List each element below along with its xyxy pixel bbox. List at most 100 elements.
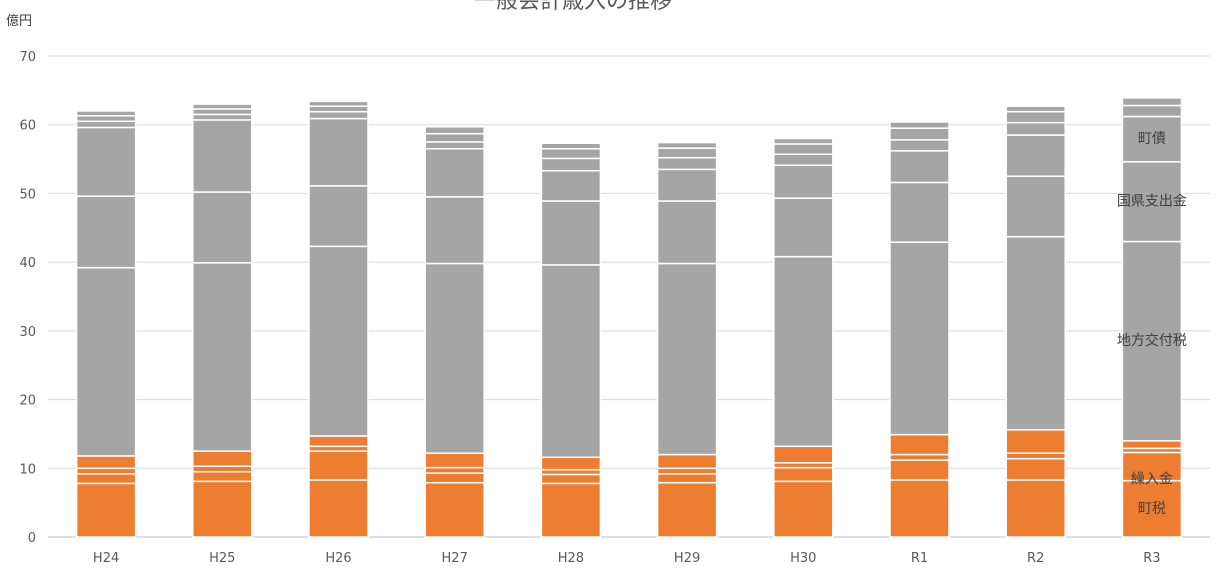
bar-H30-segment-8 [773, 143, 834, 156]
y-axis-ticks: 0 10 20 30 40 50 60 70 [19, 50, 36, 546]
bar-H27-segment-5 [424, 196, 485, 265]
bar-H27-segment-2 [424, 466, 485, 474]
bar-H30-segment-1 [773, 466, 834, 483]
bar-R2-segment-4 [1005, 235, 1066, 431]
bar-H24-segment-7 [75, 120, 137, 129]
bar-H27-segment-8 [424, 132, 485, 143]
bar-H30-segment-6 [773, 164, 834, 199]
bar-H27-segment-4 [424, 262, 485, 454]
y-tick-label-10: 10 [19, 462, 36, 477]
bar-H28-segment-6 [540, 170, 602, 202]
segment-label-3: 国県支出金 [1117, 193, 1187, 209]
y-tick-label-0: 0 [28, 531, 36, 546]
bar-H25-segment-9 [192, 103, 253, 110]
bar-H24-segment-9 [75, 110, 137, 117]
bar-H29-segment-1 [656, 473, 718, 484]
x-tick-label-R2: R2 [1027, 551, 1044, 566]
bar-H28-segment-7 [540, 157, 602, 172]
bar-R3-segment-11 [1121, 104, 1183, 118]
bar-H24-segment-5 [75, 195, 137, 269]
bar-H29-segment-6 [656, 168, 718, 202]
bar-H26-segment-1 [308, 450, 369, 481]
y-tick-label-60: 60 [19, 119, 36, 134]
bar-H30-segment-3 [773, 445, 834, 464]
bar-H30-segment-5 [773, 197, 834, 258]
x-tick-label-H28: H28 [558, 551, 584, 566]
bar-R3-segment-0 [1121, 479, 1183, 538]
x-tick-label-H29: H29 [674, 551, 700, 566]
bar-H30-segment-9 [773, 137, 834, 145]
bar-R2-segment-6 [1005, 134, 1066, 177]
x-tick-label-H26: H26 [325, 551, 351, 566]
bar-R3-segment-3 [1121, 440, 1183, 450]
y-tick-label-70: 70 [19, 50, 36, 65]
bar-R1-segment-0 [889, 479, 950, 538]
segment-label-1: 繰入金 [1131, 472, 1173, 488]
bar-R1-segment-7 [889, 139, 950, 152]
bar-H25-segment-3 [192, 450, 253, 467]
bar-H27-segment-0 [424, 481, 485, 538]
y-tick-label-20: 20 [19, 394, 36, 409]
bar-H29-segment-9 [656, 141, 718, 149]
bar-R3-segment-12 [1121, 97, 1183, 107]
bar-H29-segment-4 [656, 262, 718, 456]
bar-H26-segment-4 [308, 245, 369, 437]
bar-H24-segment-3 [75, 455, 137, 470]
bar-H24-segment-8 [75, 115, 137, 123]
bar-H24-segment-6 [75, 126, 137, 197]
bar-H26-segment-9 [308, 100, 369, 107]
bar-H25-segment-6 [192, 119, 253, 193]
bar-H29-segment-0 [656, 481, 718, 538]
bar-H25-segment-4 [192, 262, 253, 452]
bar-H26-segment-7 [308, 110, 369, 120]
bar-H28-segment-4 [540, 264, 602, 459]
y-axis-unit-label: 億円 [6, 13, 32, 29]
bar-H26-segment-5 [308, 185, 369, 248]
x-axis-ticks: H24 H25 H26 H27 H28 H29 H30 R1 R2 R3 [93, 551, 1161, 566]
segment-label-0: 町税 [1138, 501, 1166, 517]
bar-H25-segment-0 [192, 480, 253, 538]
bar-H29-segment-2 [656, 467, 718, 475]
bar-R3-segment-5 [1121, 161, 1183, 243]
bar-H30-segment-4 [773, 255, 834, 448]
bar-H27-segment-9 [424, 126, 485, 135]
segment-labels: 町税 繰入金 地方交付税 国県支出金 町債 [1117, 131, 1187, 517]
bar-R2-segment-0 [1005, 479, 1066, 538]
segment-label-4: 町債 [1138, 131, 1166, 147]
bar-H26-segment-3 [308, 435, 369, 448]
bar-R1-segment-3 [889, 433, 950, 456]
bar-H28-segment-3 [540, 456, 602, 471]
segment-label-2: 地方交付税 [1117, 332, 1187, 349]
bar-R3-segment-4 [1121, 240, 1183, 442]
bar-H29-segment-3 [656, 453, 718, 470]
bar-H28-segment-1 [540, 473, 602, 485]
bar-R1-segment-2 [889, 453, 950, 461]
bar-H27-segment-3 [424, 452, 485, 469]
bar-H29-segment-7 [656, 156, 718, 171]
bar-R2-segment-7 [1005, 121, 1066, 136]
bar-R3-segment-10 [1121, 115, 1183, 163]
y-tick-label-40: 40 [19, 256, 36, 271]
x-tick-label-H24: H24 [93, 551, 119, 566]
bar-R2-segment-1 [1005, 457, 1066, 481]
bar-H24-segment-4 [75, 266, 137, 457]
x-tick-label-R1: R1 [911, 551, 928, 566]
bar-H26-segment-6 [308, 117, 369, 187]
bar-H27-segment-1 [424, 472, 485, 484]
bar-R2-segment-9 [1005, 105, 1066, 113]
bar-H29-segment-8 [656, 147, 718, 159]
bar-H24-segment-2 [75, 467, 137, 475]
bar-H30-segment-7 [773, 153, 834, 167]
y-tick-label-30: 30 [19, 325, 36, 340]
bar-R1-segment-8 [889, 127, 950, 141]
x-tick-label-H27: H27 [442, 551, 468, 566]
chart-title: 一般会計歳入の推移 [474, 0, 672, 14]
bar-H25-segment-7 [192, 113, 253, 121]
bar-R1-segment-6 [889, 150, 950, 184]
bar-H25-segment-8 [192, 108, 253, 116]
bar-H28-segment-8 [540, 148, 602, 160]
bar-H26-segment-8 [308, 105, 369, 113]
bar-H27-segment-6 [424, 148, 485, 198]
bar-R2-segment-3 [1005, 429, 1066, 454]
